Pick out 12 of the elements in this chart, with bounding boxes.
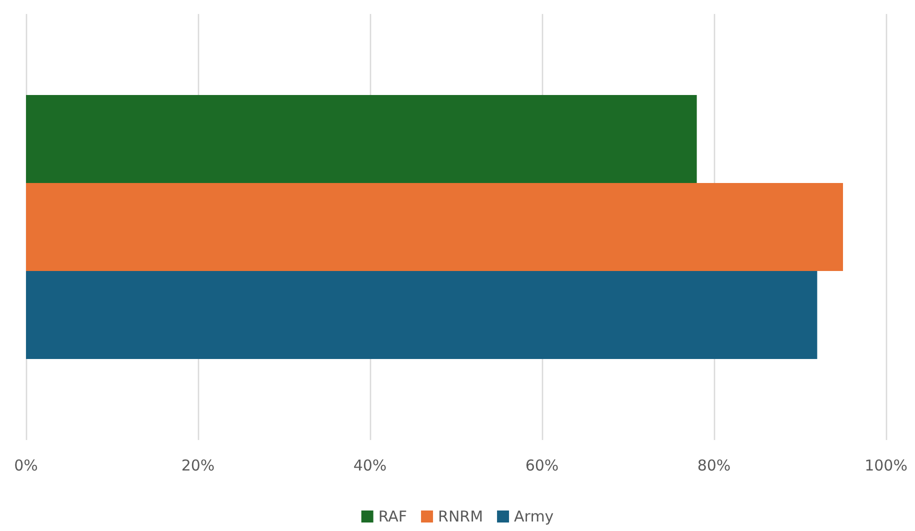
legend-label: RNRM xyxy=(438,508,484,526)
bar xyxy=(26,182,843,272)
x-tick-label: 0% xyxy=(14,456,38,474)
legend-label: Army xyxy=(514,508,554,526)
x-tick-label: 80% xyxy=(697,456,731,474)
bar xyxy=(26,94,697,183)
x-tick-label: 60% xyxy=(525,456,559,474)
x-tick-label: 100% xyxy=(864,456,908,474)
x-tick-label: 40% xyxy=(353,456,387,474)
x-tick-label: 20% xyxy=(181,456,215,474)
legend-label: RAF xyxy=(378,508,408,526)
bar xyxy=(26,271,818,360)
